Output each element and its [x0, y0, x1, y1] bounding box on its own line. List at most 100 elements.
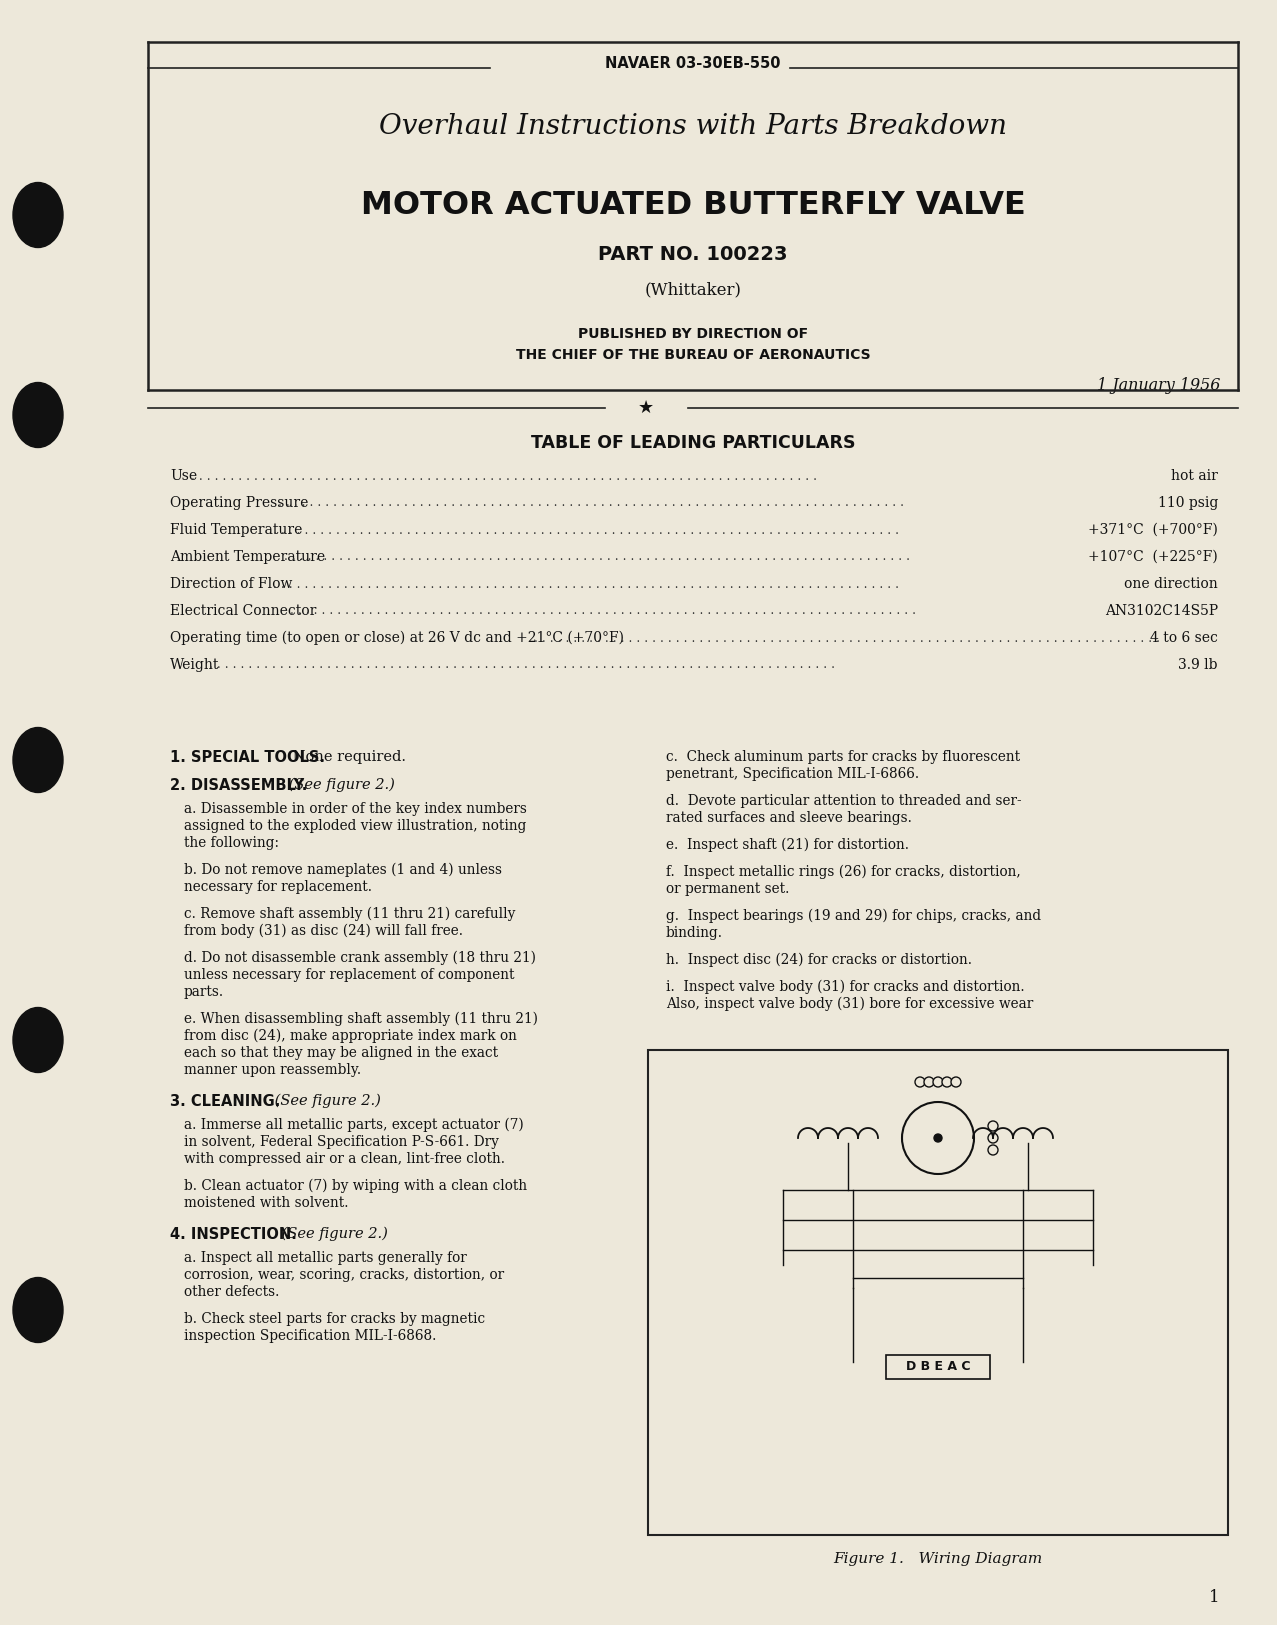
Text: b. Clean actuator (7) by wiping with a clean cloth: b. Clean actuator (7) by wiping with a c…: [184, 1180, 527, 1193]
Text: . . . . . . . . . . . . . . . . . . . . . . . . . . . . . . . . . . . . . . . . : . . . . . . . . . . . . . . . . . . . . …: [209, 658, 839, 671]
Circle shape: [988, 1133, 999, 1142]
Text: a. Inspect all metallic parts generally for: a. Inspect all metallic parts generally …: [184, 1251, 467, 1264]
Text: RED: RED: [1010, 1303, 1036, 1313]
Text: in solvent, Federal Specification P-S-661. Dry: in solvent, Federal Specification P-S-66…: [184, 1134, 499, 1149]
Text: g.  Inspect bearings (19 and 29) for chips, cracks, and: g. Inspect bearings (19 and 29) for chip…: [667, 908, 1041, 923]
Text: c.  Check aluminum parts for cracks by fluorescent: c. Check aluminum parts for cracks by fl…: [667, 751, 1020, 764]
Text: Ambient Temperature: Ambient Temperature: [170, 549, 326, 564]
Text: . . . . . . . . . . . . . . . . . . . . . . . . . . . . . . . . . . . . . . . . : . . . . . . . . . . . . . . . . . . . . …: [278, 497, 908, 510]
Text: . . . . . . . . . . . . . . . . . . . . . . . . . . . . . . . . . . . . . . . . : . . . . . . . . . . . . . . . . . . . . …: [272, 577, 903, 590]
Text: 4. INSPECTION.: 4. INSPECTION.: [170, 1227, 296, 1242]
Text: BLACK: BLACK: [1001, 1329, 1045, 1342]
Text: 2. DISASSEMBLY.: 2. DISASSEMBLY.: [170, 778, 308, 793]
Text: Also, inspect valve body (31) bore for excessive wear: Also, inspect valve body (31) bore for e…: [667, 998, 1033, 1011]
Text: f.  Inspect metallic rings (26) for cracks, distortion,: f. Inspect metallic rings (26) for crack…: [667, 864, 1020, 879]
Text: b. Check steel parts for cracks by magnetic: b. Check steel parts for cracks by magne…: [184, 1311, 485, 1326]
Text: 4 to 6 sec: 4 to 6 sec: [1151, 630, 1218, 645]
Circle shape: [942, 1077, 951, 1087]
Ellipse shape: [13, 1008, 63, 1072]
Text: h.  Inspect disc (24) for cracks or distortion.: h. Inspect disc (24) for cracks or disto…: [667, 952, 972, 967]
Text: d. Do not disassemble crank assembly (18 thru 21): d. Do not disassemble crank assembly (18…: [184, 951, 536, 965]
Text: THE CHIEF OF THE BUREAU OF AERONAUTICS: THE CHIEF OF THE BUREAU OF AERONAUTICS: [516, 348, 871, 362]
Text: hot air: hot air: [1171, 470, 1218, 483]
Text: 1. SPECIAL TOOLS.: 1. SPECIAL TOOLS.: [170, 751, 326, 765]
Circle shape: [933, 1077, 942, 1087]
Ellipse shape: [13, 728, 63, 793]
Text: None required.: None required.: [289, 751, 406, 764]
Text: corrosion, wear, scoring, cracks, distortion, or: corrosion, wear, scoring, cracks, distor…: [184, 1268, 504, 1282]
Text: +107°C  (+225°F): +107°C (+225°F): [1088, 549, 1218, 564]
Text: (See figure 2.): (See figure 2.): [283, 778, 395, 793]
Text: c. Remove shaft assembly (11 thru 21) carefully: c. Remove shaft assembly (11 thru 21) ca…: [184, 907, 516, 921]
Text: SW 2: SW 2: [1077, 1170, 1106, 1183]
Text: assigned to the exploded view illustration, noting: assigned to the exploded view illustrati…: [184, 819, 526, 834]
Ellipse shape: [13, 382, 63, 447]
Text: TABLE OF LEADING PARTICULARS: TABLE OF LEADING PARTICULARS: [531, 434, 856, 452]
Text: Direction of Flow: Direction of Flow: [170, 577, 292, 592]
Text: E2: E2: [812, 1216, 827, 1228]
Text: PUBLISHED BY DIRECTION OF: PUBLISHED BY DIRECTION OF: [578, 327, 808, 341]
Text: Operating time (to open or close) at 26 V dc and +21°C (+70°F): Operating time (to open or close) at 26 …: [170, 630, 624, 645]
Text: binding.: binding.: [667, 926, 723, 939]
Text: d.  Devote particular attention to threaded and ser-: d. Devote particular attention to thread…: [667, 795, 1022, 808]
Text: NC: NC: [1014, 1253, 1033, 1266]
Text: with compressed air or a clean, lint-free cloth.: with compressed air or a clean, lint-fre…: [184, 1152, 504, 1167]
Text: parts.: parts.: [184, 985, 225, 999]
Text: each so that they may be aligned in the exact: each so that they may be aligned in the …: [184, 1046, 498, 1060]
Text: GREEN: GREEN: [916, 1274, 960, 1287]
Text: from body (31) as disc (24) will fall free.: from body (31) as disc (24) will fall fr…: [184, 925, 464, 938]
Text: MOTOR ACTUATED BUTTERFLY VALVE: MOTOR ACTUATED BUTTERFLY VALVE: [360, 190, 1025, 221]
Text: YELLOW: YELLOW: [723, 1183, 776, 1196]
Text: 1 January 1956: 1 January 1956: [1097, 377, 1220, 393]
Text: a. Disassemble in order of the key index numbers: a. Disassemble in order of the key index…: [184, 803, 527, 816]
Text: RED: RED: [1099, 1183, 1126, 1196]
Text: SW 1: SW 1: [770, 1170, 801, 1183]
Text: 3.9 lb: 3.9 lb: [1179, 658, 1218, 673]
Text: Operating Pressure: Operating Pressure: [170, 496, 308, 510]
Bar: [886, 1355, 990, 1380]
Text: AN3102C14S5P: AN3102C14S5P: [1105, 604, 1218, 618]
Text: C: C: [848, 1274, 857, 1287]
Text: necessary for replacement.: necessary for replacement.: [184, 881, 372, 894]
Circle shape: [988, 1146, 999, 1155]
Text: 3. CLEANING.: 3. CLEANING.: [170, 1094, 281, 1108]
Text: moistened with solvent.: moistened with solvent.: [184, 1196, 349, 1211]
Text: e.  Inspect shaft (21) for distortion.: e. Inspect shaft (21) for distortion.: [667, 838, 909, 853]
Text: penetrant, Specification MIL-I-6866.: penetrant, Specification MIL-I-6866.: [667, 767, 919, 782]
Text: . . . . . . . . . . . . . . . . . . . . . . . . . . . . . . . . . . . . . . . . : . . . . . . . . . . . . . . . . . . . . …: [290, 604, 919, 618]
Text: NAVAER 03-30EB-550: NAVAER 03-30EB-550: [605, 55, 780, 70]
Text: e. When disassembling shaft assembly (11 thru 21): e. When disassembling shaft assembly (11…: [184, 1012, 538, 1027]
Text: Figure 1.   Wiring Diagram: Figure 1. Wiring Diagram: [834, 1552, 1042, 1566]
Text: or permanent set.: or permanent set.: [667, 882, 789, 895]
Text: 1: 1: [1209, 1589, 1220, 1606]
Text: i.  Inspect valve body (31) for cracks and distortion.: i. Inspect valve body (31) for cracks an…: [667, 980, 1024, 994]
Text: YELLOW: YELLOW: [827, 1303, 879, 1313]
Text: from disc (24), make appropriate index mark on: from disc (24), make appropriate index m…: [184, 1029, 517, 1043]
Text: . . . . . . . . . . . . . . . . . . . . . . . . . . . . . . . . . . . . . . . . : . . . . . . . . . . . . . . . . . . . . …: [285, 551, 914, 564]
Text: unless necessary for replacement of component: unless necessary for replacement of comp…: [184, 968, 515, 982]
Text: E4: E4: [812, 1186, 827, 1199]
Circle shape: [933, 1134, 942, 1142]
Text: manner upon reassembly.: manner upon reassembly.: [184, 1063, 361, 1077]
Text: Fluid Temperature: Fluid Temperature: [170, 523, 303, 536]
Text: (Whittaker): (Whittaker): [645, 281, 742, 299]
Text: PART NO. 100223: PART NO. 100223: [598, 245, 788, 265]
Text: . . . . . . . . . . . . . . . . . . . . . . . . . . . . . . . . . . . . . . . . : . . . . . . . . . . . . . . . . . . . . …: [272, 523, 903, 536]
Text: (See figure 2.): (See figure 2.): [277, 1227, 388, 1242]
Text: D B E A C: D B E A C: [905, 1360, 971, 1373]
Text: Use: Use: [170, 470, 197, 483]
Text: one direction: one direction: [1124, 577, 1218, 592]
Circle shape: [925, 1077, 933, 1087]
Text: 110 psig: 110 psig: [1158, 496, 1218, 510]
Circle shape: [916, 1077, 925, 1087]
Text: . . . . . . . . . . . . . . . . . . . . . . . . . . . . . . . . . . . . . . . . : . . . . . . . . . . . . . . . . . . . . …: [192, 470, 821, 483]
Text: a. Immerse all metallic parts, except actuator (7): a. Immerse all metallic parts, except ac…: [184, 1118, 524, 1133]
Text: Weight: Weight: [170, 658, 220, 673]
Text: b. Do not remove nameplates (1 and 4) unless: b. Do not remove nameplates (1 and 4) un…: [184, 863, 502, 878]
Text: E1: E1: [1048, 1216, 1064, 1228]
Text: E3: E3: [1048, 1186, 1064, 1199]
Text: C: C: [1019, 1274, 1028, 1287]
Text: NC: NC: [843, 1253, 863, 1266]
Text: the following:: the following:: [184, 835, 278, 850]
Ellipse shape: [13, 1277, 63, 1342]
